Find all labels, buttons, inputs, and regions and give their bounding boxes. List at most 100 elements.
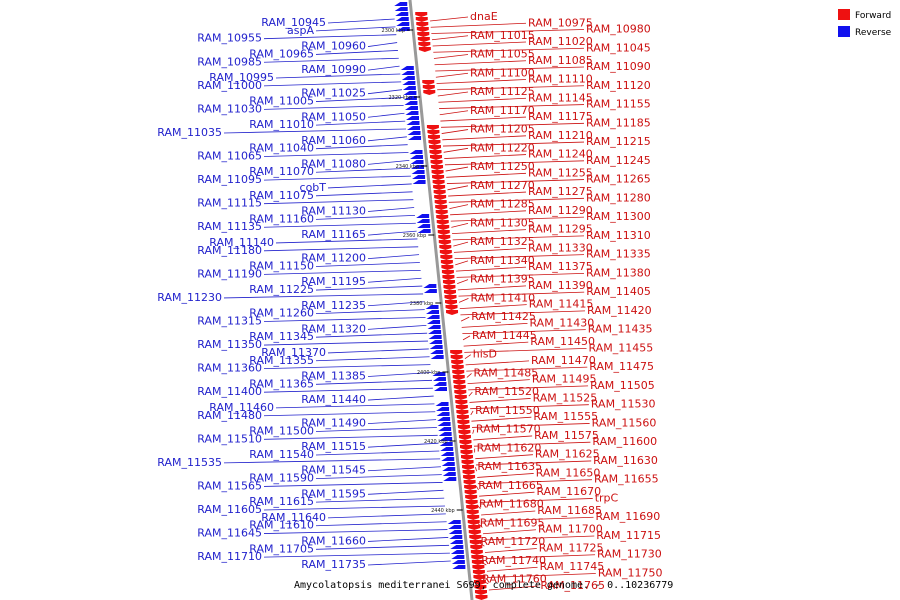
reverse-gene-label[interactable]: RAM_10945 bbox=[261, 16, 326, 29]
reverse-gene-label[interactable]: RAM_11180 bbox=[197, 244, 262, 257]
forward-gene-label[interactable]: RAM_11415 bbox=[529, 298, 594, 311]
reverse-gene-label[interactable]: RAM_11500 bbox=[249, 424, 314, 437]
forward-gene-label[interactable]: RAM_11290 bbox=[528, 204, 593, 217]
forward-gene-label[interactable]: RAM_11715 bbox=[596, 529, 661, 542]
forward-gene-label[interactable]: RAM_11285 bbox=[470, 198, 535, 211]
reverse-gene-label[interactable]: RAM_10995 bbox=[209, 71, 274, 84]
forward-gene-label[interactable]: RAM_11055 bbox=[470, 48, 535, 61]
forward-gene-label[interactable]: RAM_11090 bbox=[586, 60, 651, 73]
reverse-gene-label[interactable]: RAM_11590 bbox=[249, 472, 314, 485]
forward-gene-label[interactable]: RAM_11700 bbox=[538, 523, 603, 536]
forward-gene-label[interactable]: RAM_11450 bbox=[530, 335, 595, 348]
reverse-gene-label[interactable]: RAM_11000 bbox=[197, 79, 262, 92]
reverse-gene-label[interactable]: RAM_11115 bbox=[197, 197, 262, 210]
forward-gene-label[interactable]: RAM_11185 bbox=[586, 116, 651, 129]
forward-gene-label[interactable]: RAM_11670 bbox=[536, 485, 601, 498]
reverse-gene-label[interactable]: RAM_11010 bbox=[249, 118, 314, 131]
reverse-gene-label[interactable]: RAM_11615 bbox=[249, 495, 314, 508]
forward-gene-label[interactable]: RAM_11520 bbox=[474, 385, 539, 398]
reverse-gene-label[interactable]: RAM_11355 bbox=[249, 354, 314, 367]
forward-gene-label[interactable]: RAM_11125 bbox=[470, 85, 535, 98]
forward-gene-label[interactable]: RAM_11250 bbox=[470, 160, 535, 173]
reverse-gene-label[interactable]: RAM_11235 bbox=[301, 299, 366, 312]
forward-gene-label[interactable]: RAM_11435 bbox=[588, 323, 653, 336]
forward-gene-label[interactable]: RAM_11255 bbox=[528, 166, 593, 179]
forward-gene-label[interactable]: RAM_11330 bbox=[528, 241, 593, 254]
forward-gene-label[interactable]: RAM_10980 bbox=[586, 23, 651, 36]
forward-gene-label[interactable]: RAM_11390 bbox=[528, 279, 593, 292]
reverse-gene-label[interactable]: RAM_11225 bbox=[249, 283, 314, 296]
forward-gene-label[interactable]: hisD bbox=[473, 348, 497, 361]
reverse-gene-label[interactable]: RAM_11260 bbox=[249, 307, 314, 320]
forward-gene-label[interactable]: RAM_11045 bbox=[586, 41, 651, 54]
forward-gene-label[interactable]: RAM_11550 bbox=[475, 404, 540, 417]
reverse-gene-label[interactable]: RAM_11350 bbox=[197, 338, 262, 351]
reverse-gene-label[interactable]: RAM_11315 bbox=[197, 314, 262, 327]
forward-gene-label[interactable]: RAM_11420 bbox=[587, 304, 652, 317]
forward-gene-label[interactable]: RAM_11280 bbox=[586, 191, 651, 204]
forward-gene-label[interactable]: trpC bbox=[595, 491, 619, 504]
forward-gene-label[interactable]: RAM_11690 bbox=[596, 510, 661, 523]
reverse-gene-label[interactable]: RAM_11565 bbox=[197, 479, 262, 492]
forward-gene-label[interactable]: RAM_10975 bbox=[528, 16, 593, 29]
reverse-gene-label[interactable]: RAM_11065 bbox=[197, 150, 262, 163]
forward-gene-label[interactable]: RAM_11375 bbox=[528, 260, 593, 273]
forward-gene-label[interactable]: RAM_11530 bbox=[591, 398, 656, 411]
forward-gene-label[interactable]: RAM_11395 bbox=[470, 273, 535, 286]
forward-gene-label[interactable]: RAM_11600 bbox=[592, 435, 657, 448]
reverse-gene-label[interactable]: RAM_11535 bbox=[157, 456, 222, 469]
forward-gene-label[interactable]: RAM_11295 bbox=[528, 223, 593, 236]
forward-gene-label[interactable]: RAM_11205 bbox=[470, 123, 535, 136]
reverse-gene-label[interactable]: RAM_11480 bbox=[197, 409, 262, 422]
forward-gene-label[interactable]: RAM_11570 bbox=[476, 423, 541, 436]
forward-gene-label[interactable]: RAM_11685 bbox=[537, 504, 602, 517]
forward-gene-label[interactable]: RAM_11575 bbox=[534, 429, 599, 442]
reverse-gene-label[interactable]: RAM_11150 bbox=[249, 260, 314, 273]
reverse-gene-label[interactable]: RAM_11140 bbox=[209, 236, 274, 249]
reverse-gene-label[interactable]: RAM_11400 bbox=[197, 385, 262, 398]
reverse-gene-label[interactable]: RAM_11645 bbox=[197, 527, 262, 540]
reverse-gene-label[interactable]: RAM_11595 bbox=[301, 487, 366, 500]
reverse-gene-label[interactable]: RAM_11660 bbox=[301, 534, 366, 547]
forward-gene-label[interactable]: RAM_11475 bbox=[589, 360, 654, 373]
forward-gene-label[interactable]: RAM_11620 bbox=[477, 441, 542, 454]
reverse-gene-label[interactable]: RAM_11195 bbox=[301, 275, 366, 288]
forward-gene-label[interactable]: RAM_11380 bbox=[586, 266, 651, 279]
forward-gene-label[interactable]: RAM_11430 bbox=[529, 316, 594, 329]
forward-gene-label[interactable]: RAM_11560 bbox=[592, 416, 657, 429]
forward-gene-label[interactable]: RAM_11305 bbox=[470, 216, 535, 229]
forward-gene-label[interactable]: RAM_11485 bbox=[474, 366, 539, 379]
forward-gene-label[interactable]: RAM_11155 bbox=[586, 98, 651, 111]
forward-gene-label[interactable]: RAM_11730 bbox=[597, 548, 662, 561]
forward-gene-label[interactable]: RAM_11275 bbox=[528, 185, 593, 198]
forward-gene-label[interactable]: RAM_11270 bbox=[470, 179, 535, 192]
forward-gene-label[interactable]: RAM_11760 bbox=[482, 573, 547, 586]
forward-gene-label[interactable]: RAM_11310 bbox=[586, 229, 651, 242]
reverse-gene-label[interactable]: RAM_11060 bbox=[301, 134, 366, 147]
reverse-gene-label[interactable]: RAM_10960 bbox=[301, 40, 366, 53]
reverse-gene-label[interactable]: RAM_11075 bbox=[249, 189, 314, 202]
forward-gene-label[interactable]: RAM_11655 bbox=[594, 473, 659, 486]
reverse-gene-label[interactable]: RAM_11030 bbox=[197, 102, 262, 115]
forward-gene-label[interactable]: RAM_11635 bbox=[477, 460, 542, 473]
forward-gene-label[interactable]: RAM_11245 bbox=[586, 154, 651, 167]
forward-gene-label[interactable]: RAM_11745 bbox=[540, 560, 605, 573]
reverse-gene-label[interactable]: RAM_11070 bbox=[249, 165, 314, 178]
reverse-gene-label[interactable]: RAM_11080 bbox=[301, 157, 366, 170]
forward-gene-label[interactable]: RAM_11410 bbox=[470, 291, 535, 304]
forward-gene-label[interactable]: RAM_11325 bbox=[470, 235, 535, 248]
reverse-gene-label[interactable]: RAM_11320 bbox=[301, 322, 366, 335]
forward-gene-label[interactable]: RAM_11085 bbox=[528, 54, 593, 67]
forward-gene-label[interactable]: RAM_11750 bbox=[598, 566, 663, 579]
forward-gene-label[interactable]: RAM_11405 bbox=[586, 285, 651, 298]
forward-gene-label[interactable]: RAM_11695 bbox=[480, 516, 545, 529]
forward-gene-label[interactable]: RAM_11425 bbox=[471, 310, 536, 323]
reverse-gene-label[interactable]: RAM_11705 bbox=[249, 542, 314, 555]
reverse-gene-label[interactable]: RAM_10965 bbox=[249, 47, 314, 60]
reverse-gene-label[interactable]: RAM_11385 bbox=[301, 369, 366, 382]
forward-gene-label[interactable]: RAM_11525 bbox=[533, 391, 598, 404]
reverse-gene-label[interactable]: RAM_11735 bbox=[301, 558, 366, 571]
forward-gene-label[interactable]: RAM_11650 bbox=[536, 466, 601, 479]
reverse-gene-label[interactable]: RAM_11540 bbox=[249, 448, 314, 461]
reverse-gene-label[interactable]: cobT bbox=[300, 181, 327, 194]
